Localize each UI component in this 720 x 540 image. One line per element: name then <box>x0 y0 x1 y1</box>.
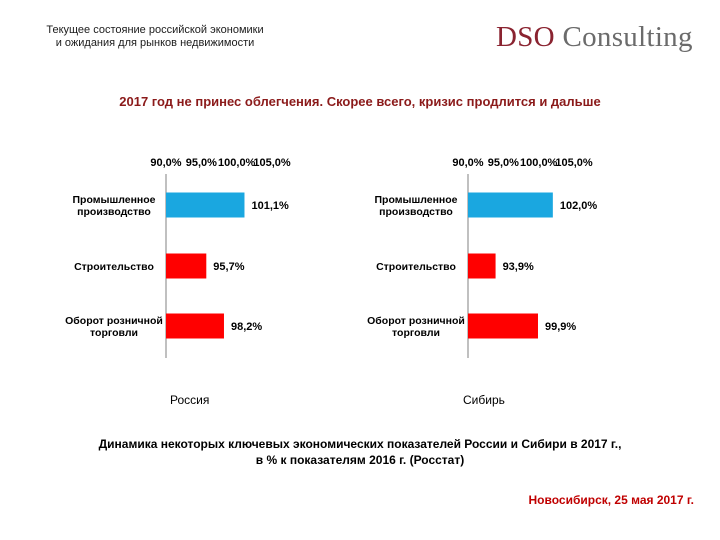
bar <box>468 313 538 339</box>
tick-label: 95,0% <box>488 157 519 169</box>
category-label: Промышленное производство <box>72 194 155 218</box>
bar <box>468 192 553 218</box>
presentation-title: Текущее состояние российской экономики и… <box>10 24 300 50</box>
data-label: 99,9% <box>545 321 576 333</box>
tick-label: 105,0% <box>253 157 291 169</box>
category-label: Строительство <box>74 261 154 273</box>
data-label: 98,2% <box>231 321 262 333</box>
bar <box>166 253 207 279</box>
category-label: Промышленное производство <box>374 194 457 218</box>
chart-russia-svg: 90,0% 95,0% 100,0%105,0% 101,1% Промышленное… <box>65 157 291 358</box>
chart-siberia: 90,0% 95,0% 100,0% 105,0% 102,0% Промышленное… <box>312 150 652 365</box>
caption-line-1: Динамика некоторых ключевых экономически… <box>98 437 622 451</box>
footer-date: Новосибирск, 25 мая 2017 г. <box>528 493 694 507</box>
logo-accent-text: DSO <box>496 21 555 53</box>
title-line-1: Текущее состояние российской экономики <box>46 24 264 36</box>
bar <box>166 313 224 339</box>
chart-russia: 90,0% 95,0% 100,0% 105,0% 101,1% Промышленное… <box>10 150 350 365</box>
bar <box>468 253 496 279</box>
data-label: 93,9% <box>503 261 534 273</box>
logo-main-text: Consulting <box>554 21 693 53</box>
company-logo: DSO Consulting <box>496 20 693 54</box>
tick-label: 105,0% <box>555 157 593 169</box>
category-label: Оборот розничной торговли <box>65 315 163 339</box>
tick-label: 95,0% <box>186 157 217 169</box>
tick-label: 90,0% <box>452 157 483 169</box>
slide-subtitle: 2017 год не принес облегчения. Скорее вс… <box>119 94 601 109</box>
data-label: 101,1% <box>251 200 289 212</box>
data-label: 95,7% <box>213 261 244 273</box>
chart-caption: Динамика некоторых ключевых экономически… <box>0 436 720 468</box>
category-label: Оборот розничной торговли <box>367 315 465 339</box>
region-label-russia: Россия <box>170 393 210 407</box>
data-label: 102,0% <box>560 200 598 212</box>
title-line-2: и ожидания для рынков недвижимости <box>55 37 255 49</box>
region-label-siberia: Сибирь <box>463 393 505 407</box>
bar <box>166 192 245 218</box>
caption-line-2: в % к показателям 2016 г. (Росстат) <box>255 453 465 467</box>
tick-label: 90,0% <box>150 157 181 169</box>
tick-label: 100,0% <box>218 157 256 169</box>
chart-siberia-svg: 90,0% 95,0% 100,0%105,0% 102,0% Промышленное… <box>367 157 598 358</box>
category-label: Строительство <box>376 261 456 273</box>
tick-label: 100,0% <box>520 157 558 169</box>
